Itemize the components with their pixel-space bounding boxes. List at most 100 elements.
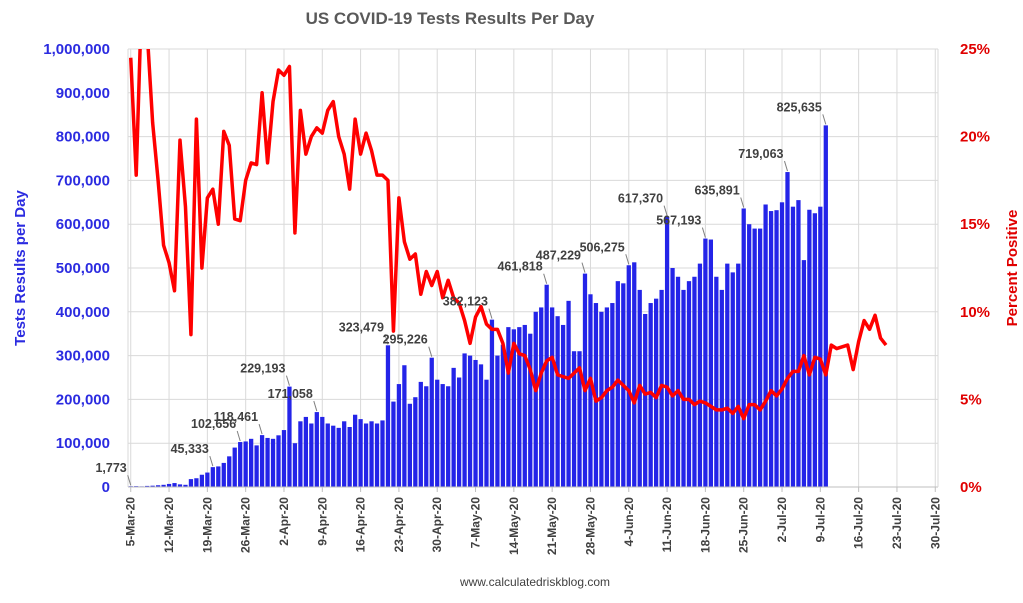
bar — [670, 268, 675, 487]
bar — [708, 239, 714, 487]
x-tick-label: 9-Apr-20 — [315, 497, 329, 546]
bar — [309, 423, 314, 487]
percent-positive-line — [128, 49, 888, 421]
x-tick-label: 2-Apr-20 — [277, 497, 291, 546]
bar — [736, 263, 741, 487]
bar — [183, 484, 188, 487]
bar — [331, 425, 336, 487]
bar — [692, 276, 697, 487]
y-tick-label-left: 900,000 — [56, 85, 110, 102]
data-label: 1,773 — [95, 461, 126, 475]
x-tick-label: 14-May-20 — [507, 497, 521, 555]
bar — [238, 442, 243, 487]
data-label: 323,479 — [339, 320, 384, 334]
y-tick-label-left: 700,000 — [56, 172, 110, 189]
leader-line — [740, 197, 745, 208]
bar — [259, 435, 265, 487]
bar — [719, 289, 724, 487]
bar — [232, 447, 237, 487]
bar — [385, 345, 391, 487]
data-label: 229,193 — [240, 362, 285, 376]
y-tick-label-left: 1,000,000 — [43, 41, 110, 58]
bar — [451, 367, 456, 487]
bar — [544, 284, 549, 487]
bar — [560, 324, 566, 487]
bar — [626, 265, 631, 487]
bar — [741, 208, 746, 487]
data-label: 487,229 — [536, 249, 581, 263]
bar — [566, 300, 571, 487]
x-tick-label: 18-Jun-20 — [698, 497, 712, 553]
bar — [407, 403, 412, 487]
bar — [533, 311, 538, 487]
bar — [150, 485, 155, 487]
bar — [747, 224, 752, 487]
bar — [725, 263, 730, 487]
bar — [210, 467, 215, 487]
bar — [779, 202, 785, 488]
bar — [785, 172, 790, 487]
bar — [303, 416, 309, 487]
y-tick-label-left: 600,000 — [56, 216, 110, 233]
bar — [550, 307, 555, 487]
bar — [369, 421, 374, 487]
bar — [227, 456, 232, 487]
bar — [221, 462, 226, 487]
data-label: 825,635 — [777, 100, 822, 114]
bar — [539, 307, 544, 487]
leader-line — [236, 430, 241, 442]
data-label: 118,461 — [214, 410, 259, 424]
x-tick-label: 28-May-20 — [583, 497, 597, 555]
bar — [681, 289, 686, 487]
data-label: 171,058 — [268, 387, 313, 401]
bar — [703, 238, 708, 487]
x-tick-label: 4-Jun-20 — [622, 497, 636, 547]
data-label: 45,333 — [171, 442, 209, 456]
bar — [424, 386, 429, 487]
bar — [145, 485, 150, 487]
bar — [610, 303, 615, 487]
x-tick-label: 16-Apr-20 — [354, 497, 368, 553]
bar — [511, 329, 516, 487]
y-tick-label-right: 25% — [960, 41, 990, 58]
x-tick-label: 2-Jul-20 — [775, 497, 789, 543]
bar — [664, 216, 670, 488]
bar — [807, 209, 812, 487]
bar — [166, 483, 172, 487]
bar — [254, 445, 259, 487]
bar — [249, 438, 254, 487]
bar — [188, 479, 194, 487]
bar — [446, 386, 451, 487]
y-tick-label-left: 300,000 — [56, 348, 110, 365]
bar — [155, 485, 161, 487]
bar — [314, 412, 319, 487]
bar — [205, 472, 210, 487]
bar — [281, 430, 287, 487]
bar — [730, 272, 735, 487]
bar — [243, 441, 248, 487]
bar — [380, 420, 385, 487]
data-label: 461,818 — [497, 260, 542, 274]
bar — [582, 273, 588, 487]
y-tick-label-right: 10% — [960, 304, 990, 321]
bar — [161, 484, 166, 487]
leader-line — [625, 254, 630, 265]
x-tick-label: 5-Mar-20 — [124, 497, 138, 547]
bar — [517, 327, 522, 487]
y-tick-label-right: 0% — [960, 479, 982, 496]
x-tick-label: 30-Apr-20 — [430, 497, 444, 553]
bar — [287, 386, 292, 487]
y-tick-label-left: 200,000 — [56, 391, 110, 408]
bar — [615, 281, 620, 487]
source-credit: www.calculatedriskblog.com — [459, 575, 610, 589]
bar — [823, 125, 828, 487]
bar — [790, 206, 796, 487]
bar — [352, 414, 358, 487]
bar — [440, 384, 445, 487]
bar — [194, 478, 199, 487]
bar — [648, 303, 653, 487]
bar — [757, 228, 763, 487]
x-tick-label: 21-May-20 — [545, 497, 559, 555]
leader-line — [822, 114, 827, 125]
